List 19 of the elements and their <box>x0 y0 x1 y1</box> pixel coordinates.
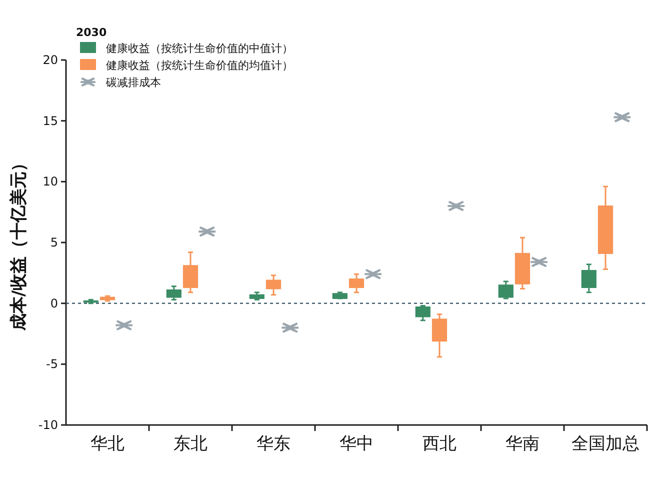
y-tick-label: -5 <box>46 357 58 372</box>
x-tick-label: 全国加总 <box>572 434 640 454</box>
y-axis-title: 成本/收益（十亿美元） <box>9 154 29 332</box>
y-tick-label: 5 <box>50 236 58 250</box>
x-tick-label: 华东 <box>256 434 290 454</box>
x-tick-label: 西北 <box>422 434 456 454</box>
legend-label: 健康收益（按统计生命价值的均值计） <box>106 59 293 72</box>
y-tick-label: -10 <box>38 418 58 432</box>
y-tick-label: 10 <box>42 174 58 189</box>
legend-label: 碳减排成本 <box>105 76 161 89</box>
x-tick-label: 东北 <box>174 434 208 454</box>
y-tick-label: 0 <box>50 296 58 310</box>
x-tick-label: 华中 <box>340 434 374 454</box>
y-tick-label: 20 <box>42 53 58 67</box>
legend-label: 健康收益（按统计生命价值的中值计） <box>106 42 293 55</box>
x-tick-label: 华北 <box>90 434 124 454</box>
y-tick-label: 15 <box>42 114 58 128</box>
x-tick-label: 华南 <box>506 434 540 454</box>
legend-title: 2030 <box>76 26 107 39</box>
